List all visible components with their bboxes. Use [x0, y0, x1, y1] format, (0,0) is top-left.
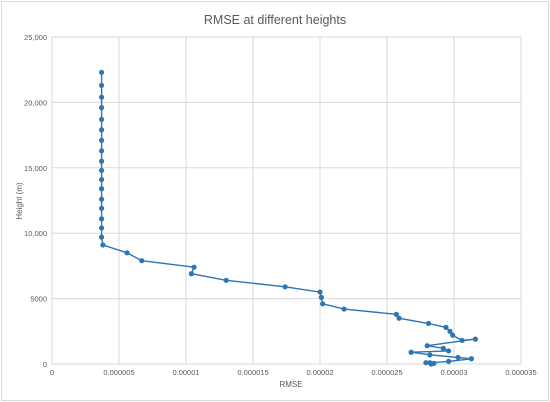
data-point: [98, 225, 105, 231]
data-point: [393, 311, 399, 317]
y-tick-label: 15,000: [24, 164, 47, 173]
data-point: [431, 360, 437, 366]
x-tick-label: 0.000005: [103, 368, 134, 377]
chart-title: RMSE at different heights: [204, 13, 346, 27]
data-point: [447, 328, 453, 334]
y-tick-label: 0: [43, 360, 47, 369]
data-point: [98, 176, 105, 183]
x-tick-label: 0: [50, 368, 54, 377]
data-point: [472, 336, 479, 342]
data-point: [98, 167, 105, 174]
data-point: [459, 337, 465, 344]
data-point: [443, 324, 449, 330]
y-tick-label: 25,000: [24, 33, 47, 42]
data-point: [98, 127, 105, 133]
x-tick-label: 0.000035: [505, 368, 536, 377]
data-point: [318, 294, 324, 300]
data-point: [100, 242, 106, 248]
data-point: [450, 332, 456, 338]
y-tick-labels: 0 5000 10,000 15,000 20,000 25,000: [24, 33, 47, 369]
data-point: [427, 352, 433, 358]
data-point: [423, 360, 429, 366]
y-tick-label: 20,000: [24, 98, 47, 107]
x-tick-label: 0.000015: [237, 368, 268, 377]
data-point: [446, 358, 452, 364]
data-point: [98, 186, 105, 192]
data-point: [396, 315, 402, 321]
y-axis-label: Height (m): [15, 182, 24, 220]
data-point: [98, 69, 105, 75]
data-point: [98, 216, 105, 222]
x-tick-label: 0.00003: [440, 368, 467, 377]
data-point: [440, 345, 446, 351]
data-point: [223, 277, 229, 283]
data-point: [282, 284, 288, 290]
data-point: [98, 234, 105, 240]
data-point: [424, 343, 430, 349]
data-point: [98, 94, 105, 100]
data-point: [468, 356, 475, 362]
data-point: [425, 320, 432, 327]
data-point: [98, 116, 105, 123]
data-point: [341, 306, 347, 312]
data-point: [98, 148, 105, 154]
x-tick-labels: 0 0.000005 0.00001 0.000015 0.00002 0.000025 0…: [50, 368, 537, 377]
x-axis-label: RMSE: [279, 380, 302, 389]
data-point: [446, 348, 452, 354]
x-tick-label: 0.000025: [371, 368, 402, 377]
data-point: [98, 205, 105, 211]
series-line: [100, 72, 476, 366]
data-point: [317, 289, 323, 295]
gridlines: [51, 36, 522, 365]
data-point: [98, 196, 105, 202]
series-markers: [98, 69, 479, 367]
x-tick-label: 0.00001: [172, 368, 199, 377]
x-tick-label: 0.00002: [306, 368, 333, 377]
data-point: [320, 301, 326, 307]
y-tick-label: 5000: [30, 295, 47, 304]
data-point: [98, 137, 105, 143]
data-point: [455, 354, 461, 361]
y-tick-label: 10,000: [24, 229, 47, 238]
data-point: [98, 158, 105, 164]
data-point: [98, 105, 105, 111]
data-point: [98, 82, 105, 88]
data-point: [188, 271, 194, 277]
data-point: [139, 258, 145, 264]
data-point: [191, 264, 197, 270]
data-point: [408, 349, 414, 355]
data-point: [124, 250, 130, 256]
